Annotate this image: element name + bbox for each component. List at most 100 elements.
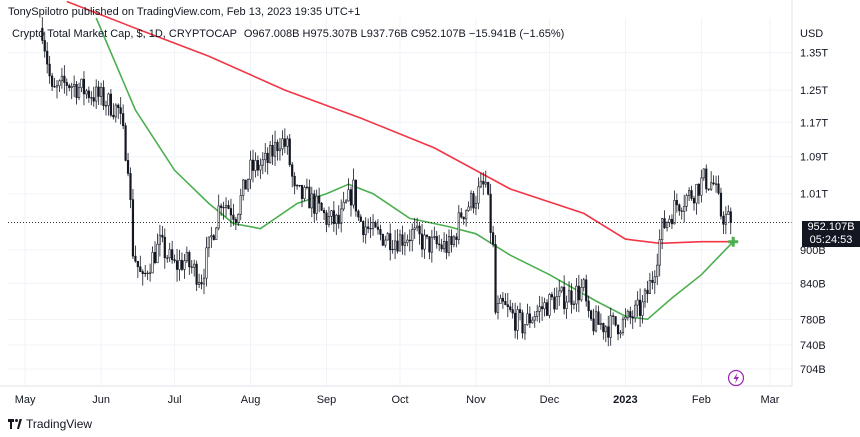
candle [727,205,730,215]
candle-body [342,201,345,210]
candle [212,233,215,241]
candle-body [325,212,328,225]
candle [695,183,698,215]
candle-body [695,183,698,204]
candle-body [626,311,629,318]
candle [242,179,245,201]
candle-body [195,263,198,285]
candle [609,307,612,346]
candle [90,91,93,106]
candle [63,65,66,94]
candle-body [149,272,152,274]
y-tick-label: 1.09T [800,152,828,164]
candle [428,236,431,260]
candle-body [482,180,485,185]
candle-body [729,211,732,223]
candle [496,295,500,320]
candle-body [651,279,654,283]
cross-marker-icon [728,236,739,247]
candle-body [139,266,142,272]
candle-body [153,252,157,264]
candle-body [158,234,162,245]
candle-body [504,301,507,305]
candle-body [602,323,605,333]
candle [678,203,681,216]
tradingview-footer[interactable]: TradingView [8,417,92,431]
candle-body [413,227,416,230]
publisher-caption: TonySpilotro published on TradingView.co… [8,6,361,18]
candle-body [77,87,81,98]
candle [198,273,201,288]
price-axis[interactable]: 1.35T 1.25T 1.17T 1.09T 1.01T 900B 840B 780B 740… [791,0,828,386]
candle [193,259,196,277]
candle [308,179,311,209]
candle [65,78,68,96]
candle-body [484,181,487,185]
candle-body [254,160,257,171]
candle-body [499,297,502,304]
candle [293,172,296,195]
candle [665,221,669,232]
candle [643,287,647,308]
candle [41,17,44,44]
candle [158,224,162,257]
candle [587,295,590,318]
candle-body [220,205,223,208]
candle [469,190,473,211]
flash-icon[interactable] [727,369,745,387]
candle [653,270,656,294]
candle [386,232,389,241]
candle-body [538,306,541,312]
candle [477,177,480,210]
candle [636,291,639,317]
candle-body [144,272,147,275]
candle [171,240,174,264]
candle [670,214,674,229]
candle [175,248,179,282]
candle-body [521,312,524,334]
candle-body [207,236,211,249]
candle-body [690,190,693,199]
time-axis[interactable]: May Jun Jul Aug Sep Oct Nov Dec 2023 Feb Mar [0,385,792,406]
candle-body [212,235,215,240]
candle-body [104,105,108,107]
candle-body [514,312,517,331]
candle-body [337,214,340,224]
candle [352,168,355,209]
symbol-name: Crypto Total Market Cap, $, 1D, CRYPTOCA… [12,28,237,40]
candle [567,281,571,303]
candle-body [416,225,419,229]
candle-body [553,296,556,310]
candle [254,152,257,178]
candle-body [352,179,355,206]
candle-body [171,249,174,260]
candle [227,200,230,210]
candle-body [465,210,468,220]
candle [134,245,137,263]
candle-body [278,148,282,152]
candle-body [41,27,44,41]
candle-body [540,306,544,310]
candle [722,211,725,234]
candle-body [65,82,68,86]
candle-body [303,187,306,199]
candle-body [117,104,120,109]
candle-body [641,301,644,316]
candle-body [53,86,56,88]
candle-body [442,241,446,250]
candle [516,305,519,340]
candle-body [717,183,720,194]
candle [357,209,360,221]
candle [408,229,411,252]
candle [163,228,166,269]
candle [126,152,130,177]
candle [82,71,86,106]
candle [202,268,206,295]
candle-body [619,332,622,335]
candle-body [648,279,651,295]
candle [668,215,671,228]
y-tick-label: 704B [800,364,826,376]
candle [631,310,634,329]
candle-body [168,249,171,259]
